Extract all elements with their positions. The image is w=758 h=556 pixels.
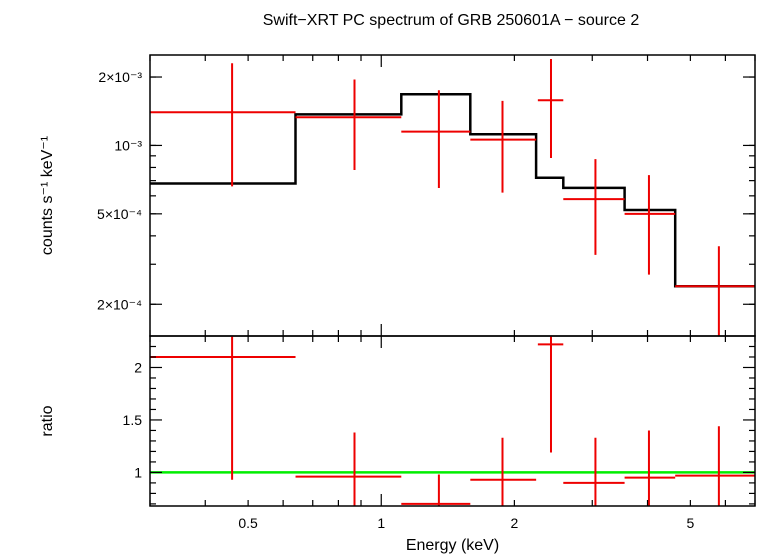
data-crosses bbox=[150, 59, 755, 336]
x-axis-ticks bbox=[149, 55, 756, 336]
ratio-point bbox=[401, 474, 471, 506]
ratio-point bbox=[295, 432, 402, 506]
y-tick-label: 10⁻³ bbox=[114, 137, 142, 153]
y-axis-ticks: 2×10⁻⁴ 5×10⁻⁴ 10⁻³ 2×10⁻³ bbox=[97, 69, 755, 312]
data-point bbox=[624, 175, 676, 275]
x-axis-label: Energy (keV) bbox=[406, 537, 499, 554]
x-tick-label: 0.5 bbox=[238, 515, 258, 531]
y-tick-label: 2×10⁻⁴ bbox=[97, 296, 142, 312]
ratio-y-axis-label: ratio bbox=[39, 405, 56, 436]
data-point bbox=[675, 246, 755, 336]
data-point bbox=[150, 63, 296, 187]
ratio-point bbox=[675, 426, 755, 506]
ratio-x-axis-ticks: 0.5 1 2 5 bbox=[149, 336, 756, 531]
data-point bbox=[563, 159, 625, 255]
ratio-point bbox=[563, 437, 625, 506]
ratio-y-tick-label: 1.5 bbox=[123, 412, 143, 428]
ratio-point bbox=[150, 336, 296, 480]
ratio-panel-frame bbox=[149, 335, 756, 507]
ratio-panel: 11.52 0.5 1 2 5 ratio Energy (keV) bbox=[39, 335, 756, 554]
ratio-crosses bbox=[150, 336, 755, 506]
y-axis-label: counts s⁻¹ keV⁻¹ bbox=[39, 136, 56, 255]
y-tick-label: 2×10⁻³ bbox=[98, 69, 142, 85]
x-tick-label: 5 bbox=[686, 515, 694, 531]
data-point bbox=[470, 100, 537, 193]
ratio-y-axis-ticks: 11.52 bbox=[123, 345, 755, 505]
ratio-y-tick-label: 1 bbox=[134, 464, 142, 480]
ratio-y-tick-label: 2 bbox=[134, 359, 142, 375]
data-point bbox=[537, 59, 564, 159]
x-tick-label: 1 bbox=[377, 515, 385, 531]
ratio-point bbox=[537, 336, 564, 453]
y-tick-label: 5×10⁻⁴ bbox=[97, 206, 142, 222]
ratio-point bbox=[470, 437, 537, 506]
data-point bbox=[401, 90, 471, 188]
model-step-path bbox=[150, 92, 755, 288]
data-point bbox=[295, 79, 402, 170]
model-step-line bbox=[150, 92, 755, 288]
x-tick-label: 2 bbox=[510, 515, 518, 531]
chart-title: Swift−XRT PC spectrum of GRB 250601A − s… bbox=[263, 12, 640, 29]
spectrum-panel-frame bbox=[149, 54, 756, 337]
spectrum-panel: 2×10⁻⁴ 5×10⁻⁴ 10⁻³ 2×10⁻³ counts s⁻¹ keV⁻¹ bbox=[39, 54, 756, 337]
ratio-point bbox=[624, 430, 676, 506]
